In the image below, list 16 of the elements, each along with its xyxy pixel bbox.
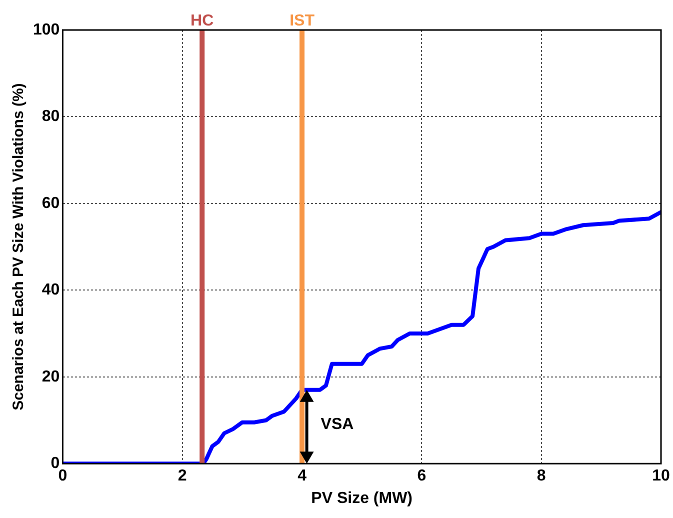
x-tick-label: 4 — [298, 468, 307, 485]
y-tick-label: 40 — [42, 282, 60, 299]
x-tick-label: 8 — [536, 468, 546, 485]
y-tick-label: 60 — [42, 194, 60, 212]
x-axis-title: PV Size (MW) — [311, 490, 413, 507]
x-tick-label: 10 — [652, 468, 670, 485]
y-axis-title: Scenarios at Each PV Size With Violations (%) — [10, 83, 28, 410]
y-tick-label: 20 — [42, 368, 60, 386]
y-tick-label: 80 — [42, 108, 60, 126]
annotation: VSA — [320, 416, 354, 433]
x-tick-label: 2 — [178, 468, 187, 485]
ref-line-label: HC — [190, 12, 214, 30]
y-tick-label: 0 — [50, 455, 60, 472]
y-tick-label: 100 — [32, 21, 60, 38]
ref-line-label: IST — [290, 12, 315, 30]
x-tick-label: 6 — [417, 468, 426, 485]
